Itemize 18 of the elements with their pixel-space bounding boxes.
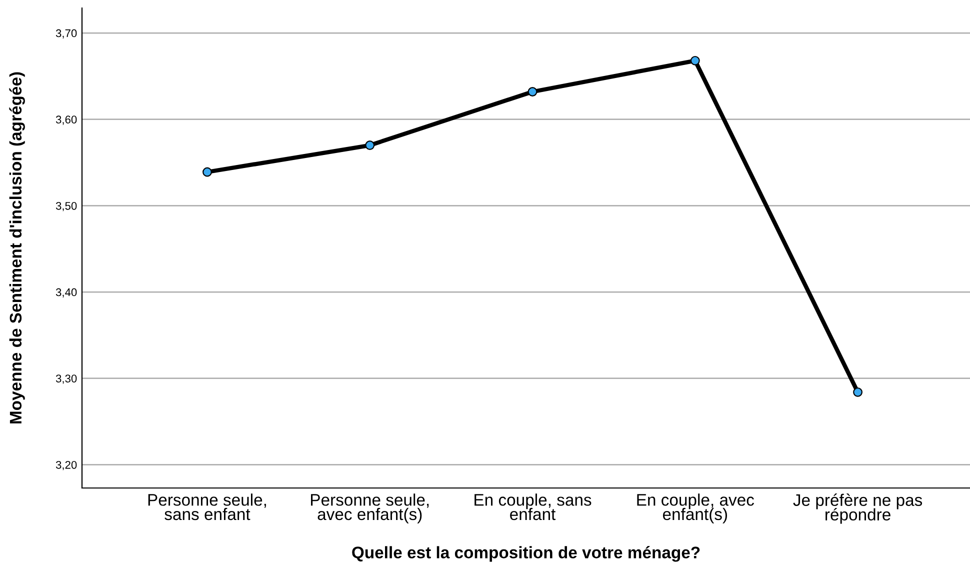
- y-tick-label: 3,50: [56, 202, 77, 212]
- point: [202, 167, 212, 177]
- point: [690, 56, 700, 66]
- point: [853, 387, 862, 397]
- y-tick-label: 3,60: [56, 116, 77, 125]
- point: [365, 140, 375, 150]
- y-tick-label: 3,30: [56, 374, 77, 384]
- x-tick-label: En couple, sans enfant: [474, 494, 592, 520]
- y-tick-label: 3,40: [56, 288, 77, 298]
- x-tick-label: Personne seule, sans enfant: [148, 494, 266, 520]
- y-axis-title: Moyenne de Sentiment d'inclusion (agrégée): [9, 72, 25, 424]
- y-tick-label: 3,20: [56, 460, 77, 470]
- x-tick-label: Personne seule, avec enfant(s): [311, 494, 429, 524]
- x-axis-title: Quelle est la composition de votre ménage?: [352, 546, 700, 562]
- y-tick-label: 3,70: [56, 29, 77, 38]
- point: [528, 87, 538, 96]
- x-tick-label: En couple, avec enfant(s): [637, 494, 754, 524]
- x-tick-label: Je préfère ne pas répondre: [793, 494, 922, 524]
